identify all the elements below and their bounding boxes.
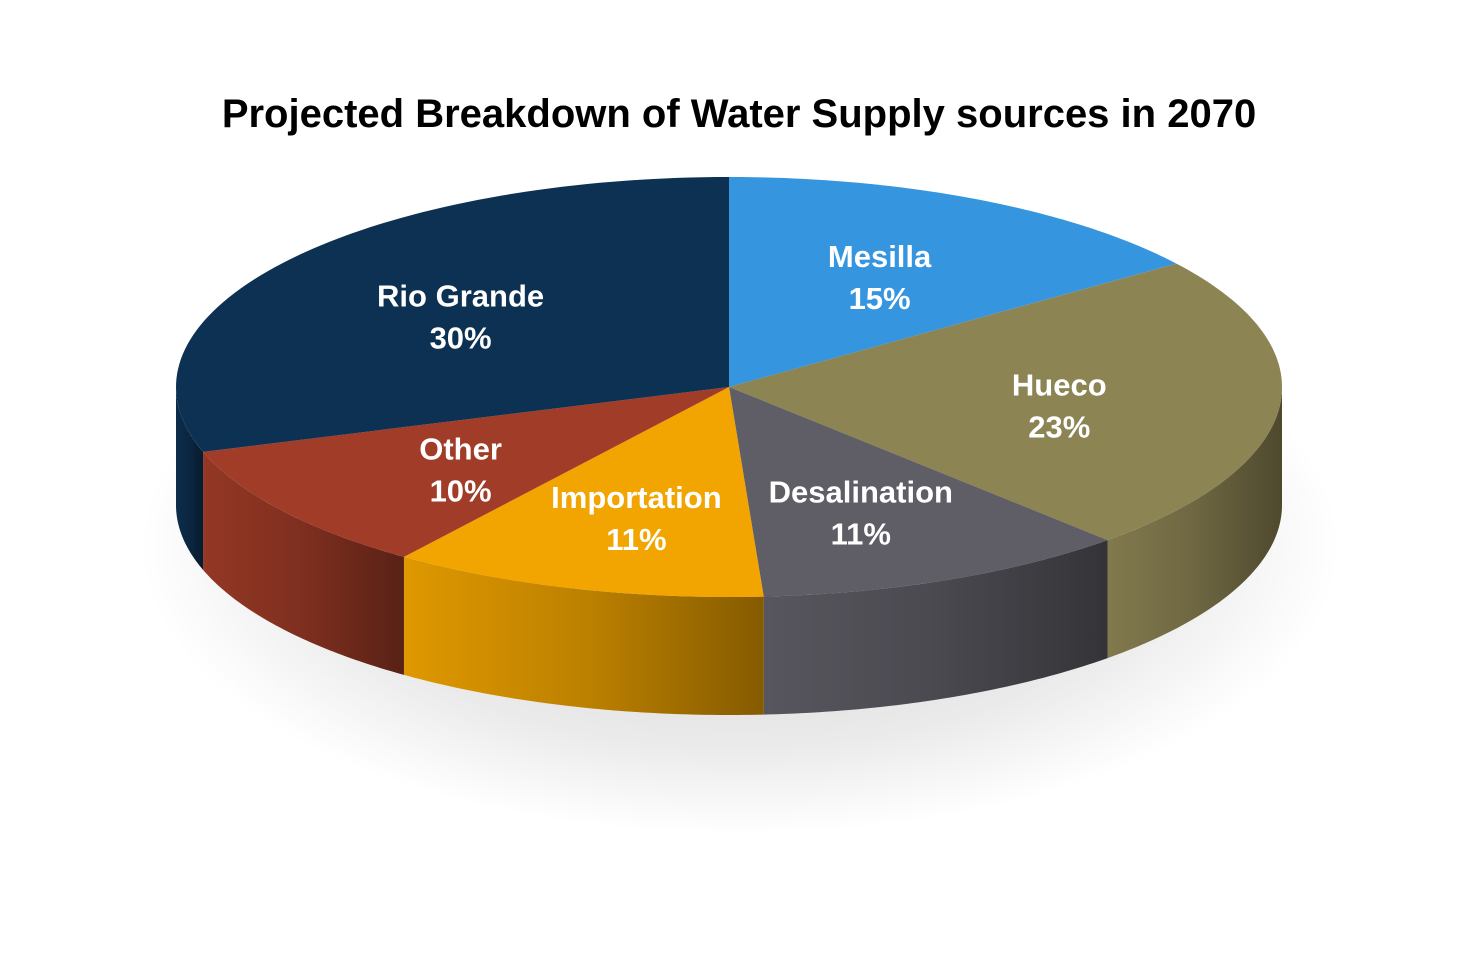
pie-top xyxy=(176,177,1282,597)
pie-slice-hueco xyxy=(729,263,1282,541)
slice-value-mesilla: 15% xyxy=(849,281,911,316)
pie-side-desalination xyxy=(763,540,1108,715)
pie-slice-importation xyxy=(403,387,764,597)
slice-label-desalination: Desalination xyxy=(769,475,953,510)
chart-title: Projected Breakdown of Water Supply sour… xyxy=(221,92,1257,136)
pie-side-importation xyxy=(403,556,764,715)
pie-slice-other xyxy=(203,387,729,557)
slice-value-importation: 11% xyxy=(606,522,666,557)
pie-slice-rio-grande xyxy=(176,177,729,452)
pie-side-other xyxy=(203,451,404,675)
pie-side-rio-grande xyxy=(176,387,204,570)
slice-value-other: 10% xyxy=(430,474,492,509)
pie-labels: Mesilla 15% Hueco 23% Desalination 11% Importa… xyxy=(377,239,1107,557)
pie-sides xyxy=(176,387,1282,715)
pie-slice-desalination xyxy=(729,387,1108,597)
pie-slice-mesilla xyxy=(729,177,1177,387)
slice-label-importation: Importation xyxy=(551,480,722,515)
slice-label-mesilla: Mesilla xyxy=(828,239,932,274)
slice-label-other: Other xyxy=(419,432,502,467)
slice-label-hueco: Hueco xyxy=(1012,367,1107,402)
slice-label-rio-grande: Rio Grande xyxy=(377,279,544,314)
slice-value-hueco: 23% xyxy=(1028,409,1090,444)
slice-value-rio-grande: 30% xyxy=(430,321,492,356)
slice-value-desalination: 11% xyxy=(831,517,891,552)
pie-side-hueco xyxy=(1107,387,1282,659)
